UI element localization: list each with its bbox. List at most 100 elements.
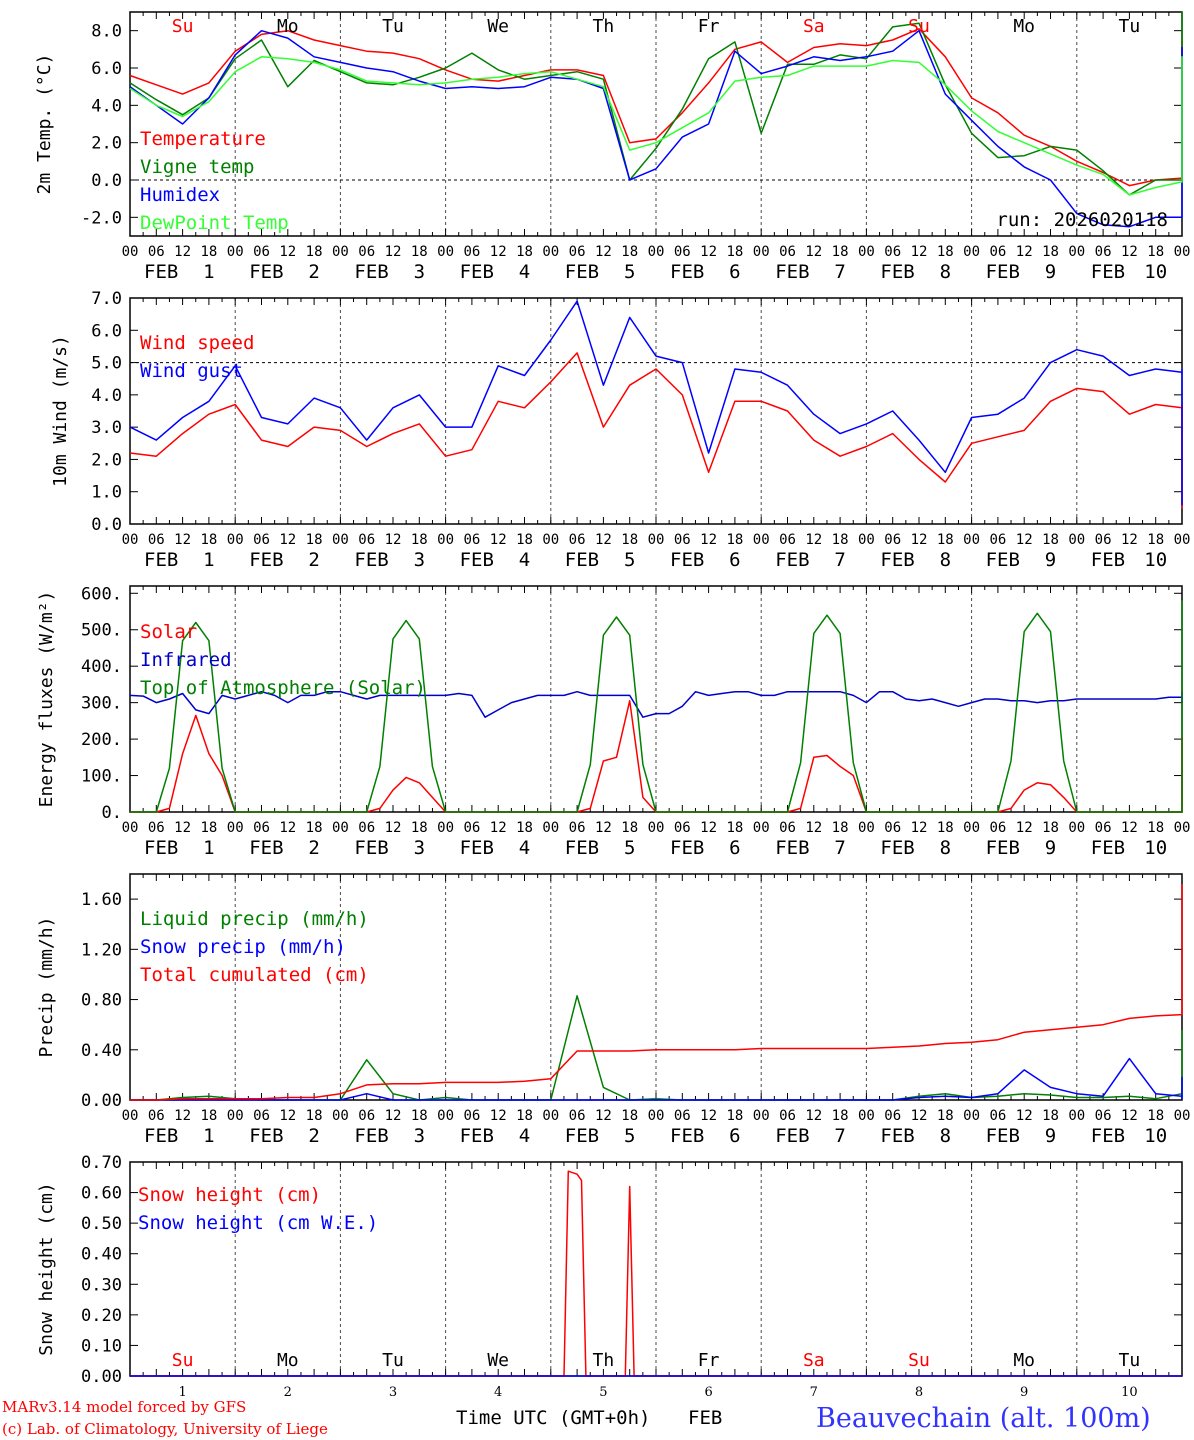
x-hour-label: 18 bbox=[200, 532, 217, 548]
x-hour-label: 12 bbox=[490, 1108, 507, 1124]
x-hour-label: 12 bbox=[595, 532, 612, 548]
y-tick-label: 0.40 bbox=[81, 1245, 122, 1265]
x-hour-label: 06 bbox=[358, 820, 375, 836]
y-tick-label: 5.0 bbox=[91, 354, 122, 374]
panel-snow: 0.70 0.60 0.50 0.40 0.30 0.20 0.10 0.00 Snow hei… bbox=[36, 1153, 1183, 1400]
x-hour-label: 06 bbox=[358, 244, 375, 260]
x-hour-label: 00 bbox=[227, 1108, 244, 1124]
x-hour-label: 12 bbox=[1121, 244, 1138, 260]
date-label: 6 bbox=[704, 1385, 712, 1400]
y-tick-label: -2.0 bbox=[81, 208, 122, 228]
time-axis-month: FEB bbox=[688, 1407, 722, 1429]
x-hour-label: 12 bbox=[490, 244, 507, 260]
x-month-label: FEB bbox=[565, 261, 599, 283]
x-hour-label: 00 bbox=[858, 244, 875, 260]
x-hour-label: 12 bbox=[1016, 244, 1033, 260]
x-hour-label: 00 bbox=[1068, 820, 1085, 836]
y-axis-label: 2m Temp. (°C) bbox=[34, 54, 55, 195]
y-tick-label: 100. bbox=[81, 767, 122, 787]
x-date-label: 7 bbox=[834, 549, 845, 571]
y-tick-label: 0.30 bbox=[81, 1275, 122, 1295]
x-hour-label: 06 bbox=[253, 1108, 270, 1124]
x-month-label: FEB bbox=[460, 837, 494, 859]
x-hour-label: 18 bbox=[1147, 532, 1164, 548]
x-hour-label: 00 bbox=[542, 820, 559, 836]
x-date-label: 4 bbox=[519, 837, 530, 859]
x-hour-label: 18 bbox=[832, 820, 849, 836]
x-month-label: FEB bbox=[1091, 549, 1125, 571]
x-hour-label: 00 bbox=[1174, 1108, 1191, 1124]
x-hour-label: 00 bbox=[753, 532, 770, 548]
x-hour-label: 12 bbox=[1121, 1108, 1138, 1124]
x-month-label: FEB bbox=[460, 261, 494, 283]
y-tick-label: 2.0 bbox=[91, 450, 122, 470]
x-month-label: FEB bbox=[460, 1125, 494, 1147]
copyright-credit: (c) Lab. of Climatology, University of L… bbox=[2, 1420, 328, 1438]
x-hour-label: 00 bbox=[437, 532, 454, 548]
x-hour-label: 06 bbox=[253, 532, 270, 548]
x-hour-label: 00 bbox=[963, 532, 980, 548]
y-tick-label: 6.0 bbox=[91, 321, 122, 341]
x-month-label: FEB bbox=[986, 261, 1020, 283]
weekday-label: Mo bbox=[1013, 16, 1035, 37]
x-hour-label: 12 bbox=[700, 1108, 717, 1124]
x-hour-label: 12 bbox=[490, 532, 507, 548]
date-label: 7 bbox=[810, 1385, 818, 1400]
weekday-label: Sa bbox=[803, 16, 825, 37]
x-month-label: FEB bbox=[144, 1125, 178, 1147]
x-hour-label: 06 bbox=[569, 1108, 586, 1124]
y-tick-label: 0.20 bbox=[81, 1306, 122, 1326]
x-date-label: 2 bbox=[308, 261, 319, 283]
x-date-label: 8 bbox=[940, 261, 951, 283]
x-hour-label: 18 bbox=[411, 820, 428, 836]
y-tick-label: 600. bbox=[81, 584, 122, 604]
x-date-label: 1 bbox=[203, 1125, 214, 1147]
x-date-label: 7 bbox=[834, 261, 845, 283]
y-tick-label: 0.40 bbox=[81, 1041, 122, 1061]
x-hour-label: 06 bbox=[1095, 820, 1112, 836]
x-month-label: FEB bbox=[354, 261, 388, 283]
x-date-label: 8 bbox=[940, 837, 951, 859]
x-hour-label: 18 bbox=[832, 244, 849, 260]
x-hour-label: 12 bbox=[385, 532, 402, 548]
x-hour-label: 00 bbox=[963, 1108, 980, 1124]
x-date-label: 3 bbox=[414, 549, 425, 571]
x-hour-label: 18 bbox=[937, 820, 954, 836]
legend-item: Wind gust bbox=[140, 360, 243, 382]
y-tick-label: 500. bbox=[81, 621, 122, 641]
x-hour-label: 12 bbox=[279, 1108, 296, 1124]
x-hour-label: 18 bbox=[200, 1108, 217, 1124]
x-hour-label: 18 bbox=[411, 1108, 428, 1124]
x-hour-label: 18 bbox=[516, 532, 533, 548]
date-label: 8 bbox=[915, 1385, 923, 1400]
y-tick-label: 0.70 bbox=[81, 1153, 122, 1173]
weekday-label: Su bbox=[172, 1350, 194, 1371]
x-hour-label: 12 bbox=[595, 820, 612, 836]
series-line-snow-precip-mm-h- bbox=[130, 1057, 1183, 1101]
x-month-label: FEB bbox=[144, 837, 178, 859]
y-tick-label: 0.80 bbox=[81, 991, 122, 1011]
date-label: 10 bbox=[1121, 1385, 1138, 1400]
date-label: 2 bbox=[284, 1385, 292, 1400]
legend-item: Total cumulated (cm) bbox=[140, 964, 369, 986]
x-hour-label: 18 bbox=[411, 244, 428, 260]
x-date-label: 4 bbox=[519, 1125, 530, 1147]
x-hour-label: 06 bbox=[569, 244, 586, 260]
x-hour-label: 06 bbox=[779, 244, 796, 260]
legend-item: Snow height (cm W.E.) bbox=[138, 1212, 378, 1234]
x-date-label: 9 bbox=[1045, 261, 1056, 283]
panel-wind: 7.0 6.0 5.0 4.0 3.0 2.0 1.0 0.0 10m Wind (m/s) Wi… bbox=[50, 289, 1190, 571]
y-tick-label: 4.0 bbox=[91, 386, 122, 406]
date-label: 9 bbox=[1020, 1385, 1028, 1400]
weekday-label: Tu bbox=[382, 1350, 404, 1371]
x-date-label: 1 bbox=[203, 261, 214, 283]
x-hour-label: 00 bbox=[858, 820, 875, 836]
x-hour-label: 06 bbox=[884, 820, 901, 836]
x-date-label: 9 bbox=[1045, 837, 1056, 859]
x-month-label: FEB bbox=[460, 549, 494, 571]
x-hour-label: 12 bbox=[911, 820, 928, 836]
date-label: 3 bbox=[389, 1385, 397, 1400]
x-hour-label: 00 bbox=[437, 820, 454, 836]
x-hour-label: 06 bbox=[463, 532, 480, 548]
